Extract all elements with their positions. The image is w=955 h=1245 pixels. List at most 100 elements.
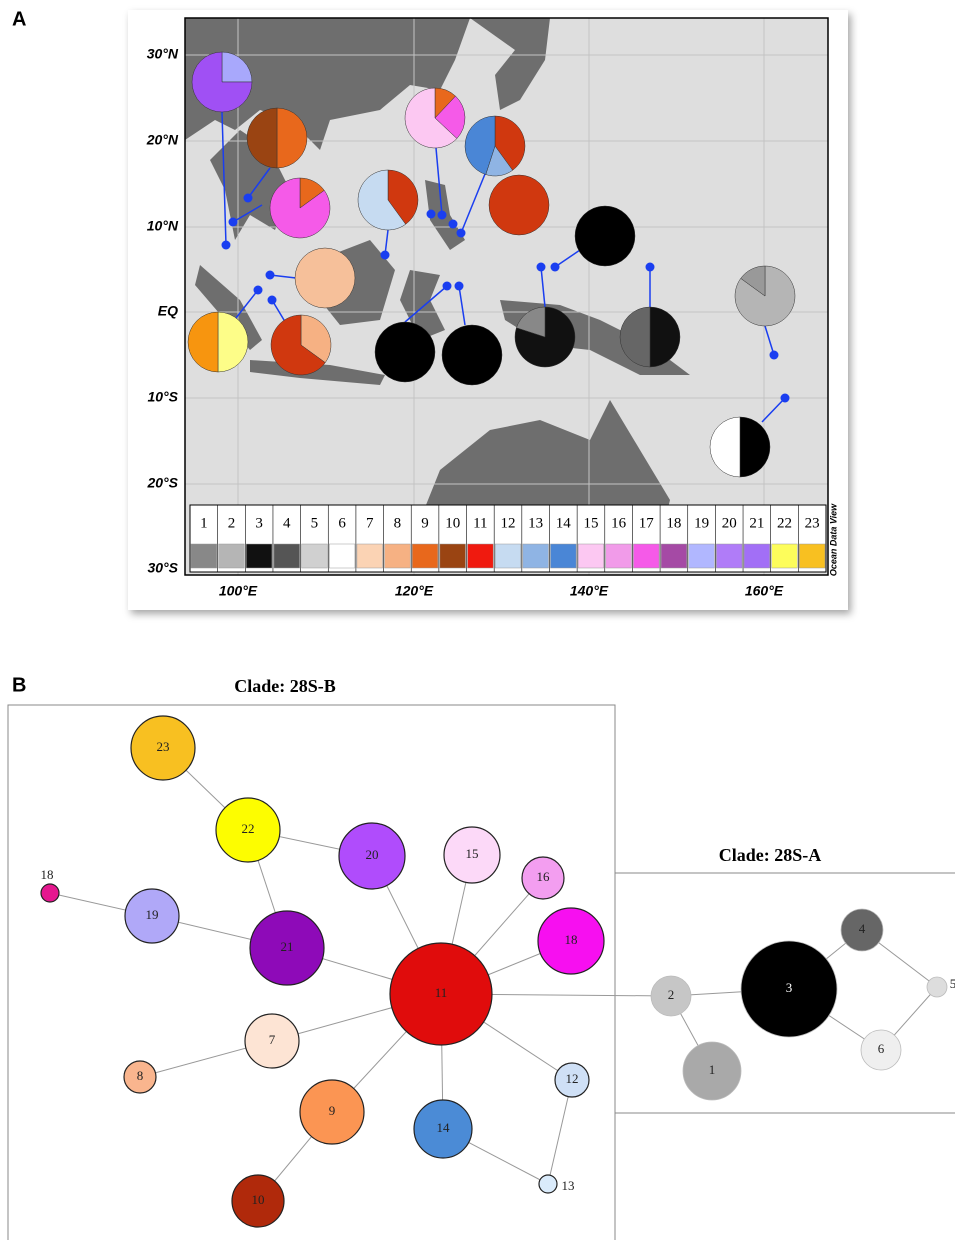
panel-label: B (12, 674, 26, 696)
legend-label: 7 (366, 515, 374, 531)
node-label: 18 (41, 867, 54, 882)
node-label: 20 (366, 847, 379, 862)
site-dot (781, 394, 790, 403)
site-dot (537, 263, 546, 272)
site-dot (381, 251, 390, 260)
node-label: 12 (566, 1071, 579, 1086)
legend-label: 12 (501, 515, 516, 531)
legend-label: 15 (583, 515, 598, 531)
node-label: 13 (562, 1178, 575, 1193)
legend-label: 14 (556, 515, 572, 531)
figure: A Ocean Data View B Clade: 28S-B Clade: … (0, 0, 955, 1240)
node-label: 11 (435, 985, 448, 1000)
lat-label: 20°N (146, 132, 179, 148)
legend-swatch (578, 544, 604, 568)
legend-swatch (606, 544, 632, 568)
legend-swatch (191, 544, 217, 568)
node-label: 4 (859, 921, 866, 936)
lon-label: 100°E (219, 583, 258, 599)
site-dot (455, 282, 464, 291)
legend-label: 18 (666, 515, 681, 531)
node-label: 21 (281, 939, 294, 954)
site-dot (551, 263, 560, 272)
legend-swatch (385, 544, 411, 568)
legend-label: 3 (255, 515, 263, 531)
lon-label: 140°E (570, 583, 609, 599)
node-label: 19 (146, 907, 159, 922)
panel-label: A (12, 8, 26, 30)
legend-label: 23 (805, 515, 820, 531)
clade-title: Clade: 28S-B (234, 676, 336, 696)
legend-label: 19 (694, 515, 709, 531)
lat-label: 20°S (146, 475, 178, 491)
legend-label: 1 (200, 515, 208, 531)
legend-swatch (661, 544, 687, 568)
legend-label: 21 (749, 515, 764, 531)
node-label: 6 (878, 1041, 885, 1056)
haplotype-node (927, 977, 947, 997)
site-dot (449, 220, 458, 229)
legend-swatch (799, 544, 825, 568)
node-label: 14 (437, 1120, 451, 1135)
node-label: 9 (329, 1103, 336, 1118)
legend-label: 4 (283, 515, 291, 531)
legend-swatch (357, 544, 383, 568)
node-label: 18 (565, 932, 578, 947)
legend-swatch (412, 544, 438, 568)
lat-label: EQ (158, 303, 178, 319)
legend-label: 8 (394, 515, 402, 531)
legend-label: 16 (611, 515, 627, 531)
legend-swatch (495, 544, 521, 568)
legend-swatch (744, 544, 770, 568)
clade-title: Clade: 28S-A (719, 845, 822, 865)
node-label: 22 (242, 821, 255, 836)
site-dot (427, 210, 436, 219)
legend-swatch (440, 544, 466, 568)
node-label: 23 (157, 739, 170, 754)
legend-swatch (772, 544, 798, 568)
node-label: 8 (137, 1068, 144, 1083)
lon-label: 160°E (745, 583, 784, 599)
legend-swatch (219, 544, 245, 568)
site-dot (222, 241, 231, 250)
node-label: 16 (537, 869, 551, 884)
legend-swatch (550, 544, 576, 568)
node-label: 2 (668, 987, 675, 1002)
lat-label: 10°N (147, 218, 179, 234)
lat-label: 30°S (147, 560, 178, 576)
site-dot (266, 271, 275, 280)
legend-label: 2 (228, 515, 236, 531)
legend-swatch (689, 544, 715, 568)
site-dot (229, 218, 238, 227)
node-label: 10 (252, 1192, 265, 1207)
legend-swatch (329, 544, 355, 568)
pie-slice (295, 248, 355, 308)
legend-label: 5 (311, 515, 319, 531)
credit: Ocean Data View (828, 503, 838, 576)
site-dot (268, 296, 277, 305)
haplotype-node (539, 1175, 557, 1193)
site-dot (443, 282, 452, 291)
pie-slice (375, 322, 435, 382)
legend-label: 10 (445, 515, 460, 531)
site-dot (646, 263, 655, 272)
site-dot (770, 351, 779, 360)
legend-swatch (246, 544, 272, 568)
legend-swatch (633, 544, 659, 568)
legend-swatch (716, 544, 742, 568)
pie-slice (489, 175, 549, 235)
legend-label: 17 (639, 515, 655, 531)
node-label: 5 (950, 976, 955, 991)
node-label: 3 (786, 980, 793, 995)
node-label: 7 (269, 1032, 276, 1047)
pie-slice (442, 325, 502, 385)
lon-label: 120°E (395, 583, 434, 599)
pie-slice (575, 206, 635, 266)
site-dot (438, 211, 447, 220)
legend-label: 6 (338, 515, 346, 531)
legend-swatch (468, 544, 494, 568)
lat-label: 30°N (147, 46, 179, 62)
legend-swatch (523, 544, 549, 568)
node-label: 15 (466, 846, 479, 861)
site-dot (254, 286, 263, 295)
